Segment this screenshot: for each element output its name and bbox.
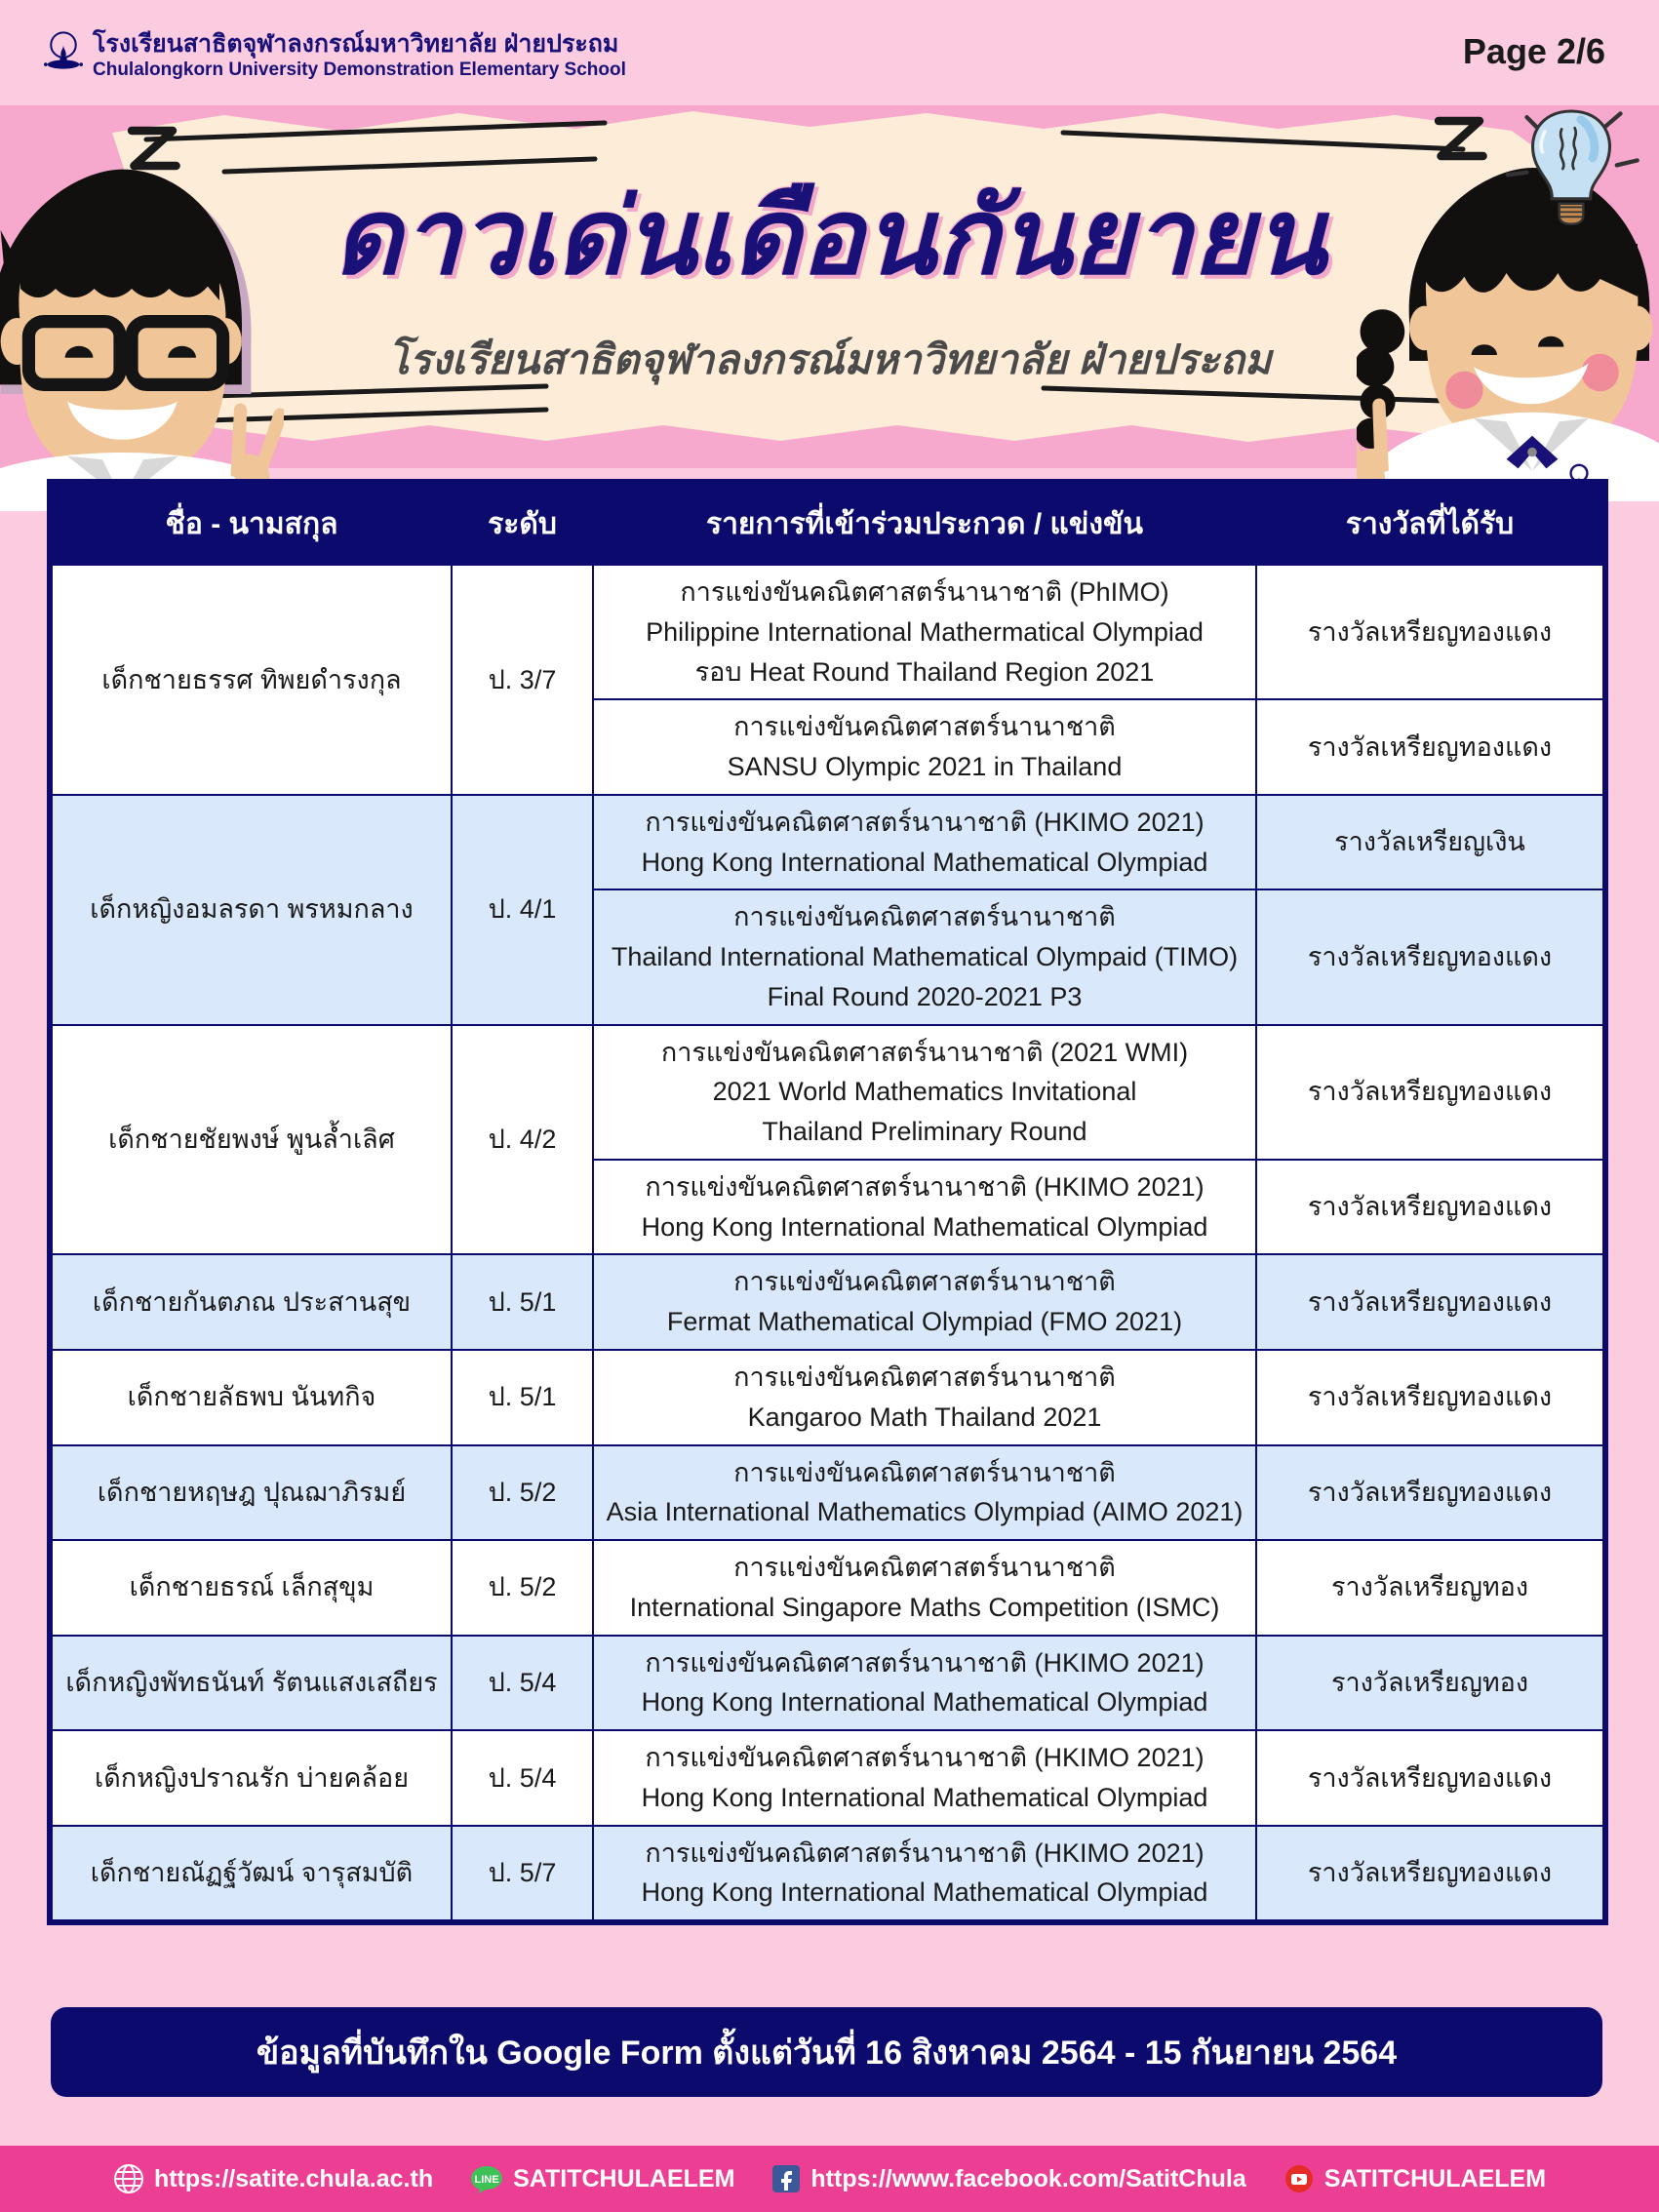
svg-text:LINE: LINE <box>475 2174 499 2186</box>
